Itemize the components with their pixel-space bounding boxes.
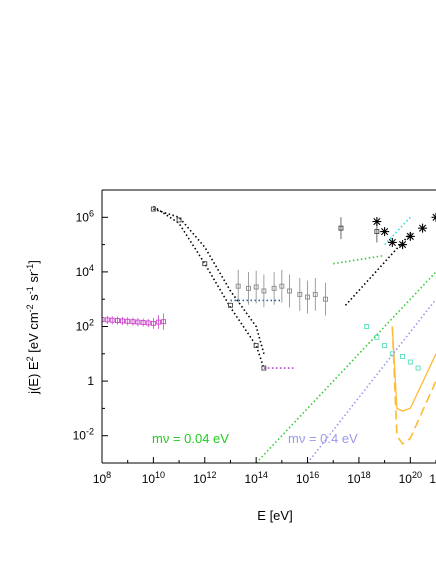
y-tick-label: 1 — [87, 374, 94, 388]
y-axis-title: j(E) E2 [eV cm-2 s-1 sr-1] — [25, 260, 41, 395]
data-point — [235, 283, 241, 289]
data-point — [415, 365, 421, 371]
x-tick-label: 1010 — [142, 470, 165, 486]
data-point — [279, 283, 285, 289]
data-point — [287, 288, 293, 294]
series-line — [344, 231, 413, 306]
data-point — [156, 319, 162, 325]
data-point-star — [418, 223, 428, 233]
data-point — [176, 217, 182, 223]
series-line — [333, 254, 385, 265]
x-tick-label: 1014 — [244, 470, 267, 486]
data-point — [109, 317, 115, 323]
data-point — [323, 296, 328, 302]
data-point-star — [380, 227, 390, 237]
data-point-star — [431, 212, 436, 222]
y-tick-label: 106 — [76, 208, 94, 224]
data-point — [312, 291, 318, 297]
x-tick-label: 1018 — [347, 470, 370, 486]
data-point — [150, 320, 156, 326]
data-point-star — [405, 231, 415, 241]
series-line — [391, 326, 436, 412]
data-point — [202, 261, 208, 267]
data-point — [135, 319, 141, 325]
data-point-star — [387, 237, 397, 247]
data-point — [130, 319, 136, 325]
series-line — [391, 326, 436, 446]
data-point — [400, 353, 406, 359]
y-tick-label: 10-2 — [73, 427, 94, 443]
x-tick-label: 1020 — [399, 470, 422, 486]
data-point — [120, 318, 125, 324]
data-point — [228, 302, 233, 308]
annotation-mnu-004: mν = 0.04 eV — [152, 431, 229, 446]
data-point — [261, 365, 267, 371]
data-point — [261, 288, 267, 294]
data-point — [140, 320, 146, 325]
data-point-star — [398, 240, 408, 250]
series-line — [306, 298, 436, 463]
data-point — [145, 320, 151, 326]
data-point — [305, 294, 310, 300]
data-point — [104, 317, 110, 323]
data-point — [338, 225, 344, 231]
plot-area — [102, 205, 436, 463]
annotation-mnu-04: mν = 0.4 eV — [288, 431, 358, 446]
data-point — [245, 285, 251, 291]
data-point — [407, 359, 413, 365]
data-point — [253, 343, 259, 349]
x-tick-label: 1012 — [193, 470, 216, 486]
data-point-star — [372, 217, 382, 227]
data-point — [364, 324, 370, 329]
data-point — [150, 206, 156, 212]
data-point — [102, 317, 105, 322]
data-point — [253, 284, 259, 290]
x-tick-label: 108 — [93, 470, 111, 486]
y-tick-label: 104 — [76, 263, 94, 279]
data-point — [271, 285, 277, 291]
y-tick-label: 102 — [76, 318, 94, 334]
x-tick-label: 1016 — [296, 470, 319, 486]
tick-labels: 108 1010 1012 1014 1016 1018 1020 10 10-2 1 102 104… — [73, 208, 436, 486]
axes — [101, 189, 436, 464]
data-point — [125, 318, 131, 324]
x-tick-label: 10 — [429, 472, 436, 486]
x-axis-title: E [eV] — [257, 508, 292, 523]
data-point — [374, 229, 380, 235]
data-point — [115, 318, 120, 324]
data-point — [297, 291, 303, 297]
data-point — [161, 319, 167, 325]
data-point — [382, 343, 388, 349]
